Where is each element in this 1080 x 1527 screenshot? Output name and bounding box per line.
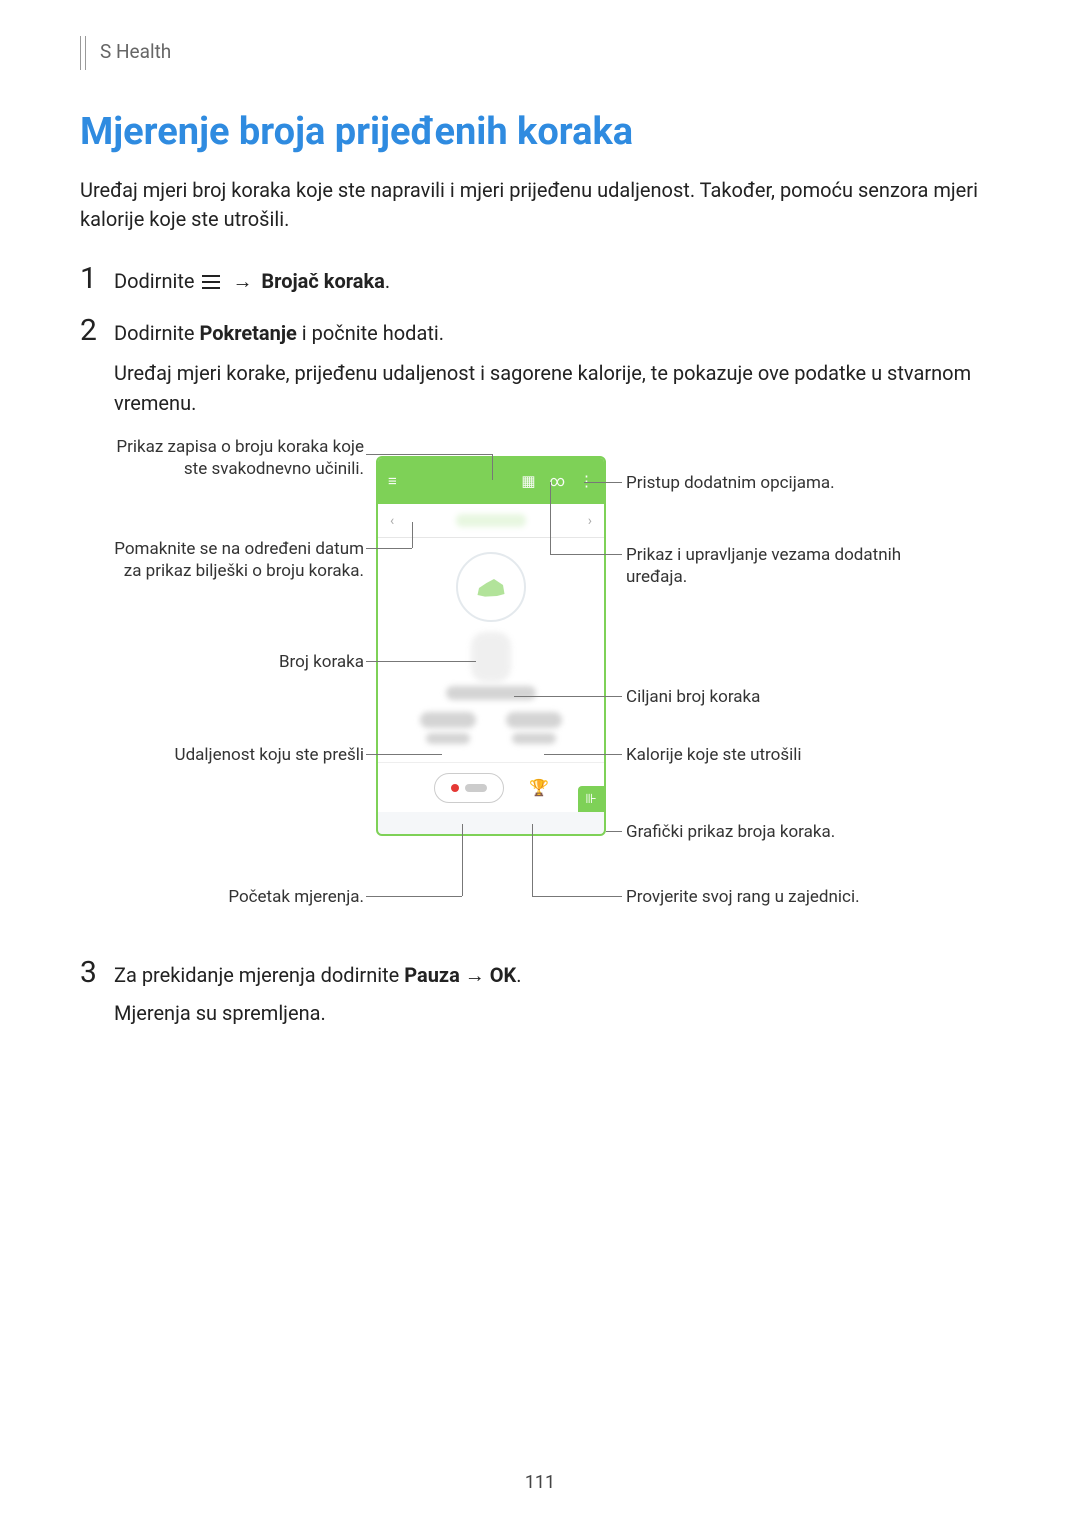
leader-steps <box>366 661 476 662</box>
menu-icon <box>202 275 220 289</box>
record-pill <box>434 773 504 803</box>
step-3-mid: → <box>460 963 490 987</box>
step-1-pre: Dodirnite <box>114 269 199 293</box>
step-1: 1 Dodirnite → Brojač koraka. <box>80 262 1000 296</box>
step-2-number: 2 <box>80 314 114 418</box>
log-icon: ▦ <box>521 472 535 490</box>
step-2: 2 Dodirnite Pokretanje i počnite hodati.… <box>80 314 1000 418</box>
hamburger-icon: ≡ <box>388 472 397 490</box>
stat-distance <box>420 712 476 744</box>
callout-options: Pristup dodatnim opcijama. <box>626 472 916 494</box>
header-label: S Health <box>100 40 171 63</box>
leader-start-h <box>366 896 462 897</box>
leader-log <box>366 454 492 455</box>
leader-rank-h <box>532 896 622 897</box>
step-3-line2: Mjerenja su spremljena. <box>114 1001 326 1025</box>
step-3-bold1: Pauza <box>404 963 460 987</box>
phone-topbar: ≡ ▦ ∞ ⋮ <box>378 458 604 504</box>
page-number: 111 <box>0 1472 1080 1493</box>
step-3-pre: Za prekidanje mjerenja dodirnite <box>114 963 404 987</box>
callout-rank: Provjerite svoj rang u zajednici. <box>626 886 946 908</box>
step-2-line2: Uređaj mjeri korake, prijeđenu udaljenos… <box>114 361 971 415</box>
more-icon: ⋮ <box>579 472 594 490</box>
leader-date-v <box>412 522 413 548</box>
callout-steps: Broj koraka <box>106 651 364 673</box>
chevron-right-icon: › <box>588 513 592 529</box>
intro-text: Uređaj mjeri broj koraka koje ste naprav… <box>80 176 1000 234</box>
stats-row <box>378 708 604 754</box>
step-3-body: Za prekidanje mjerenja dodirnite Pauza →… <box>114 956 522 1028</box>
record-text-blur <box>465 784 487 792</box>
stat-calories <box>506 712 562 744</box>
shoe-ring <box>456 552 526 622</box>
phone-bottom-bar: 🏆 ⊪ <box>378 762 604 812</box>
callout-log: Prikaz zapisa o broju koraka koje ste sv… <box>106 436 364 480</box>
shoe-icon <box>476 577 506 597</box>
step-2-line1b: i počnite hodati. <box>297 321 444 345</box>
leader-conn-v <box>550 482 551 554</box>
leader-cal <box>544 754 622 755</box>
chevron-left-icon: ‹ <box>390 513 394 529</box>
leader-goal <box>514 696 622 697</box>
phone-main <box>378 538 604 762</box>
callout-goal: Ciljani broj koraka <box>626 686 916 708</box>
step-2-body: Dodirnite Pokretanje i počnite hodati. U… <box>114 314 1000 418</box>
step-3-bold2: OK <box>490 963 517 987</box>
page-header: S Health <box>80 40 1000 70</box>
leader-conn-h2 <box>550 554 622 555</box>
callout-date: Pomaknite se na određeni datum za prikaz… <box>106 538 364 582</box>
goal-blur <box>446 686 536 700</box>
leader-options <box>584 482 622 483</box>
leader-distance <box>366 754 442 755</box>
step-1-number: 1 <box>80 262 114 296</box>
phone-mock: ≡ ▦ ∞ ⋮ ‹ › <box>376 456 606 836</box>
step-1-bold: Brojač koraka <box>261 269 384 293</box>
callout-conn: Prikaz i upravljanje vezama dodatnih ure… <box>626 544 916 588</box>
link-icon: ∞ <box>550 472 565 490</box>
leader-date <box>366 548 412 549</box>
annotated-screenshot: ≡ ▦ ∞ ⋮ ‹ › <box>106 436 1026 926</box>
callout-cal: Kalorije koje ste utrošili <box>626 744 916 766</box>
step-2-line1a: Dodirnite <box>114 321 199 345</box>
step-3-post: . <box>516 963 521 987</box>
leader-chart <box>606 831 622 832</box>
page-title: Mjerenje broja prijeđenih koraka <box>80 110 1000 154</box>
step-count-blur <box>471 632 511 682</box>
arrow-glyph: → <box>232 269 252 293</box>
trophy-icon: 🏆 <box>530 779 548 797</box>
step-1-post: . <box>385 269 390 293</box>
leader-start-v <box>462 824 463 896</box>
date-blur <box>456 514 526 527</box>
record-dot-icon <box>451 784 459 792</box>
step-3: 3 Za prekidanje mjerenja dodirnite Pauza… <box>80 956 1000 1028</box>
step-3-number: 3 <box>80 956 114 1028</box>
leader-rank-v <box>532 824 533 896</box>
chart-corner-icon: ⊪ <box>578 786 604 812</box>
step-2-bold: Pokretanje <box>199 321 296 345</box>
leader-log-v <box>492 454 493 480</box>
callout-chart: Grafički prikaz broja koraka. <box>626 821 926 843</box>
step-1-body: Dodirnite → Brojač koraka. <box>114 262 390 296</box>
callout-start: Početak mjerenja. <box>106 886 364 908</box>
callout-distance: Udaljenost koju ste prešli <box>106 744 364 766</box>
header-tab-mark <box>80 36 86 70</box>
